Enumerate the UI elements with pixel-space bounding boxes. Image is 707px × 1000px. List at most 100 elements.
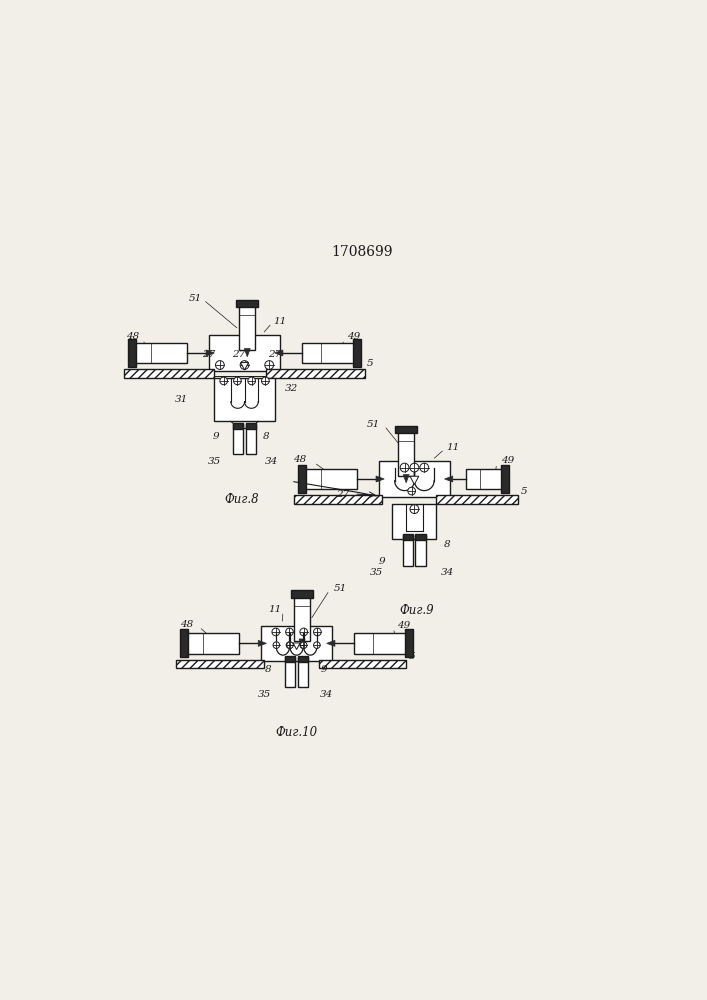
Bar (180, 629, 188, 657)
Circle shape (300, 642, 307, 648)
Polygon shape (376, 476, 385, 482)
Text: 51: 51 (334, 584, 347, 593)
Bar (298, 656, 308, 662)
Bar (436, 495, 518, 504)
Text: 34: 34 (440, 568, 454, 577)
Circle shape (408, 487, 416, 495)
Text: 34: 34 (320, 690, 333, 699)
Bar (395, 426, 417, 433)
Bar (379, 461, 450, 497)
Bar (261, 626, 332, 661)
Text: 27: 27 (202, 350, 216, 359)
Text: 32: 32 (284, 384, 298, 393)
Bar (298, 657, 308, 687)
Bar (416, 535, 426, 566)
Circle shape (400, 463, 409, 472)
Text: 8: 8 (265, 665, 271, 674)
Circle shape (286, 628, 293, 636)
Circle shape (314, 642, 320, 648)
Bar (236, 300, 258, 307)
Text: 31: 31 (175, 395, 188, 404)
Circle shape (286, 642, 293, 648)
Bar (285, 657, 296, 687)
Bar (501, 465, 508, 493)
Bar (285, 656, 296, 662)
Bar (405, 629, 413, 657)
Text: 27: 27 (268, 350, 281, 359)
Text: 35: 35 (370, 568, 382, 577)
Text: 1708699: 1708699 (332, 245, 393, 259)
Text: 48: 48 (126, 332, 139, 341)
Bar (267, 369, 365, 378)
Circle shape (262, 377, 269, 385)
Bar (294, 495, 382, 504)
Circle shape (248, 377, 255, 385)
Text: 48: 48 (180, 620, 194, 629)
Text: 9: 9 (378, 557, 385, 566)
Bar (467, 469, 505, 489)
Polygon shape (293, 643, 300, 650)
Polygon shape (403, 475, 409, 483)
Bar (294, 594, 310, 641)
Circle shape (265, 361, 274, 369)
Circle shape (233, 377, 241, 385)
Polygon shape (445, 476, 452, 482)
Bar (132, 343, 187, 363)
Text: 9: 9 (321, 665, 327, 674)
Text: 11: 11 (274, 317, 287, 326)
Bar (124, 369, 214, 378)
Text: 9: 9 (213, 432, 219, 441)
Bar (302, 469, 357, 489)
Circle shape (287, 642, 293, 648)
Bar (239, 304, 255, 350)
Text: 8: 8 (444, 540, 450, 549)
Text: 5: 5 (367, 359, 374, 368)
Text: 27: 27 (337, 490, 350, 499)
Bar (398, 430, 414, 476)
Text: 49: 49 (348, 332, 361, 341)
Bar (392, 504, 436, 539)
Bar (233, 423, 243, 429)
Bar (291, 590, 313, 598)
Text: 51: 51 (367, 420, 380, 429)
Circle shape (273, 642, 279, 648)
Bar (416, 534, 426, 540)
Circle shape (272, 628, 279, 636)
Circle shape (420, 463, 428, 472)
Text: 11: 11 (268, 605, 281, 614)
Circle shape (240, 361, 249, 369)
Bar (403, 534, 414, 540)
Text: 11: 11 (446, 443, 460, 452)
Text: Фиг.8: Фиг.8 (225, 493, 259, 506)
Bar (403, 535, 414, 566)
Text: 5: 5 (409, 652, 415, 661)
Polygon shape (258, 640, 267, 646)
Text: 27: 27 (233, 350, 245, 359)
Text: 8: 8 (263, 432, 270, 441)
Bar (129, 339, 136, 367)
Text: 49: 49 (397, 621, 410, 630)
Text: 35: 35 (208, 457, 221, 466)
Polygon shape (410, 476, 419, 484)
Circle shape (220, 377, 228, 385)
Polygon shape (206, 350, 214, 356)
Circle shape (300, 628, 308, 636)
Circle shape (216, 361, 224, 369)
Bar (353, 339, 361, 367)
Text: 35: 35 (258, 690, 271, 699)
Text: 49: 49 (501, 456, 514, 465)
Bar (319, 660, 407, 668)
Polygon shape (240, 363, 248, 370)
Polygon shape (244, 349, 250, 357)
Bar (245, 423, 256, 429)
Bar (354, 633, 409, 654)
Bar (185, 633, 239, 654)
Text: 34: 34 (265, 457, 279, 466)
Text: 5: 5 (520, 487, 527, 496)
Bar (214, 378, 274, 421)
Text: 48: 48 (293, 455, 306, 464)
Bar (302, 343, 357, 363)
Polygon shape (299, 639, 305, 647)
Bar (233, 424, 243, 454)
Circle shape (410, 505, 419, 513)
